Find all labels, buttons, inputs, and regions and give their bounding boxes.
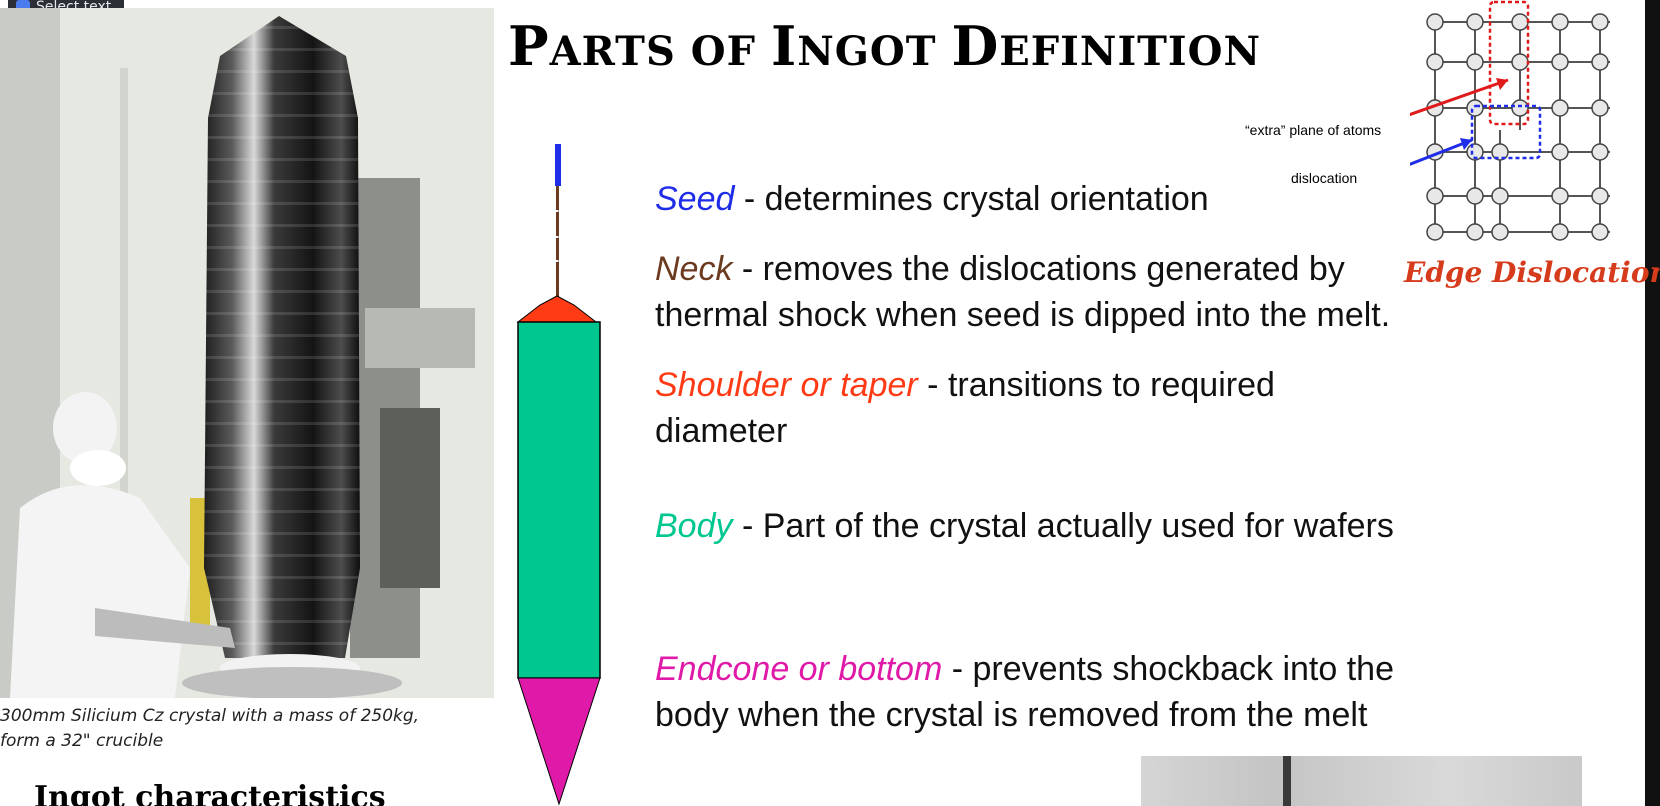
title-initial-p: P (508, 14, 550, 78)
desc-seed: - determines crystal orientation (734, 180, 1209, 218)
definition-neck: Neck - removes the dislocations generate… (655, 246, 1415, 338)
photo-caption: 300mm Silicium Cz crystal with a mass of… (0, 704, 500, 754)
page-title: PARTS OF INGOT DEFINITION (508, 14, 1261, 78)
ingot-seed (555, 144, 561, 186)
desc-endcone: - prevents shockback into the body when … (655, 650, 1394, 734)
definition-seed: Seed - determines crystal orientation (655, 176, 1209, 222)
ingot-shoulder (516, 295, 598, 323)
ingot-diagram (516, 144, 601, 806)
dislocation-label: dislocation (1291, 170, 1358, 186)
title-rest-2: NGOT (797, 28, 952, 75)
desc-neck: - removes the dislocations generated by … (655, 250, 1391, 334)
caption-line-2: form a 32" crucible (0, 731, 164, 751)
ingot-body (517, 321, 601, 679)
rod-shape (1283, 756, 1291, 806)
edge-dislocation-title: Edge Dislocation (1404, 256, 1660, 289)
title-initial-i: I (770, 14, 798, 78)
edge-dislocation-figure (1410, 0, 1610, 241)
bottom-photo-fragment (1141, 756, 1582, 806)
ingot-photo (0, 8, 494, 698)
desc-shoulder: - transitions to required diameter (655, 366, 1275, 450)
desc-body: - Part of the crystal actually used for … (732, 507, 1394, 545)
definition-endcone: Endcone or bottom - prevents shockback i… (655, 646, 1415, 738)
extra-plane-label: “extra” plane of atoms (1245, 122, 1382, 138)
term-neck: Neck (655, 250, 733, 288)
ingot-characteristics-heading: Ingot characteristics (34, 780, 386, 806)
caption-line-1: 300mm Silicium Cz crystal with a mass of… (0, 706, 420, 726)
definition-shoulder: Shoulder or taper - transitions to requi… (655, 362, 1355, 454)
window-edge (1645, 0, 1660, 806)
ingot-endcone (517, 677, 601, 806)
ingot-neck (556, 186, 559, 298)
term-seed: Seed (655, 180, 735, 218)
title-initial-d: D (951, 14, 1000, 78)
title-rest-1: ARTS OF (549, 28, 771, 75)
title-rest-3: EFINITION (999, 28, 1262, 75)
term-shoulder: Shoulder or taper (655, 366, 918, 404)
definition-body: Body - Part of the crystal actually used… (655, 503, 1394, 549)
term-endcone: Endcone or bottom (655, 650, 943, 688)
term-body: Body (655, 507, 733, 545)
